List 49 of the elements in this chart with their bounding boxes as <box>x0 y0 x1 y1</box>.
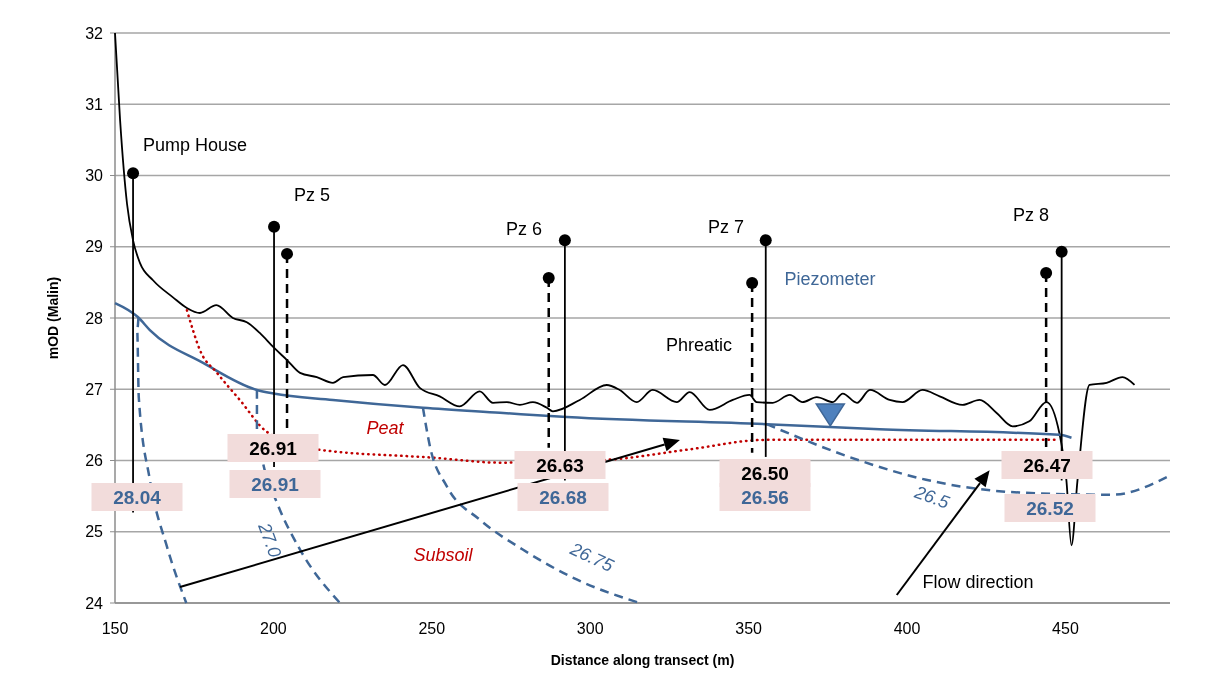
point <box>281 247 294 260</box>
annotation: Pump House <box>142 135 248 156</box>
x-tick-label: 350 <box>735 620 763 637</box>
annotation: 26.75 <box>566 538 618 577</box>
point <box>746 277 759 290</box>
annotation: Peat <box>366 418 405 439</box>
x-tick-label: 250 <box>418 620 446 637</box>
y-tick-label: 25 <box>85 523 104 541</box>
annotation: Pz 6 <box>505 219 543 240</box>
x-tick-label: 150 <box>101 620 129 637</box>
point <box>759 234 772 247</box>
annotation: Flow direction <box>922 572 1034 593</box>
y-tick-label: 32 <box>85 24 104 42</box>
annotation: Subsoil <box>413 545 474 566</box>
annotation: 26.68 <box>539 486 587 508</box>
annotation: 27.0 <box>253 519 286 560</box>
annotation: 26.5 <box>911 481 953 514</box>
annotation: 26.56 <box>741 486 789 508</box>
y-tick-label: 27 <box>85 380 104 398</box>
x-axis-title: Distance along transect (m) <box>550 652 735 668</box>
y-tick-label: 29 <box>85 238 104 256</box>
annotation: 26.91 <box>251 473 300 495</box>
y-tick-label: 24 <box>85 594 104 612</box>
y-tick-label: 26 <box>85 452 104 470</box>
point <box>542 272 555 285</box>
annotation: Pz 7 <box>707 217 745 238</box>
x-tick-label: 450 <box>1052 620 1079 637</box>
annotation: 26.50 <box>741 462 789 484</box>
annotation: 26.52 <box>1026 497 1074 519</box>
annotation: 26.91 <box>249 437 298 459</box>
annotation: 26.47 <box>1023 454 1071 476</box>
annotation: 26.63 <box>536 454 584 476</box>
annotation: Phreatic <box>665 335 733 356</box>
point <box>127 167 140 180</box>
point <box>1040 267 1053 280</box>
y-tick-label: 30 <box>85 167 104 185</box>
point <box>1055 245 1068 258</box>
point <box>268 220 281 233</box>
y-tick-label: 28 <box>85 309 104 327</box>
y-tick-label: 31 <box>85 95 104 113</box>
x-tick-label: 400 <box>893 620 921 637</box>
y-axis-title: mOD (Malin) <box>45 276 61 360</box>
x-tick-label: 200 <box>260 620 287 637</box>
x-tick-label: 300 <box>576 620 604 637</box>
annotation: 28.04 <box>113 486 162 508</box>
annotation: Pz 5 <box>293 185 331 206</box>
annotation: Pz 8 <box>1012 205 1050 226</box>
point <box>558 234 571 247</box>
annotation: Piezometer <box>784 269 876 290</box>
